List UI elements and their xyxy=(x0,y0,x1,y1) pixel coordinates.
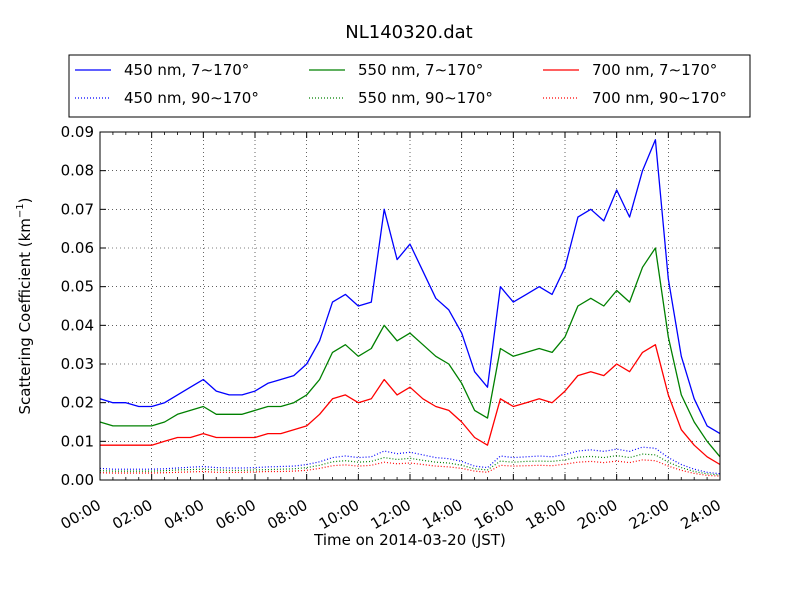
y-tick-label: 0.03 xyxy=(61,355,94,373)
y-tick-label: 0.04 xyxy=(61,316,94,334)
y-tick-label: 0.01 xyxy=(61,432,94,450)
y-tick-label: 0.06 xyxy=(61,239,94,257)
x-tick-label: 20:00 xyxy=(574,496,620,533)
x-tick-label: 02:00 xyxy=(109,496,155,533)
legend-label: 550 nm, 7∼170° xyxy=(358,61,483,79)
x-tick-label: 24:00 xyxy=(678,496,724,533)
x-tick-labels: 00:00 02:00 04:00 06:00 08:00 10:00 12:00 14:00… xyxy=(58,496,724,533)
y-tick-label: 0.00 xyxy=(61,471,94,489)
axis-ticks xyxy=(99,131,721,481)
series-layer xyxy=(99,139,721,477)
x-tick-label: 06:00 xyxy=(213,496,259,533)
legend-entries: 450 nm, 7∼170° 550 nm, 7∼170° 700 nm, 7∼17… xyxy=(75,61,727,107)
y-tick-label: 0.05 xyxy=(61,278,94,296)
series-line xyxy=(99,453,721,476)
series-line xyxy=(99,247,721,458)
y-axis-label-main: Scattering Coefficient (km xyxy=(16,218,34,414)
x-tick-label: 12:00 xyxy=(368,496,414,533)
series-line xyxy=(100,344,721,466)
legend-label: 550 nm, 90∼170° xyxy=(358,89,493,107)
y-axis-label-tail: ) xyxy=(16,197,34,203)
legend: 450 nm, 7∼170° 550 nm, 7∼170° 700 nm, 7∼17… xyxy=(68,54,751,118)
y-tick-labels: 0.00 0.01 0.02 0.03 0.04 0.05 0.06 0.07 0.08 0.09 xyxy=(61,123,94,489)
x-tick-label: 08:00 xyxy=(264,496,310,533)
x-tick-label: 22:00 xyxy=(626,496,672,533)
plot-area xyxy=(99,131,721,481)
x-tick-label: 14:00 xyxy=(419,496,465,533)
legend-box xyxy=(68,54,751,118)
y-axis-label: Scattering Coefficient (km−1) xyxy=(15,197,34,414)
x-axis-label: Time on 2014-03-20 (JST) xyxy=(313,531,506,549)
y-tick-label: 0.09 xyxy=(61,123,94,141)
y-tick-label: 0.07 xyxy=(61,200,94,218)
x-tick-label: 16:00 xyxy=(471,496,517,533)
y-tick-label: 0.08 xyxy=(61,162,94,180)
x-tick-label: 18:00 xyxy=(523,496,569,533)
x-tick-label: 04:00 xyxy=(161,496,207,533)
x-tick-label: 10:00 xyxy=(316,496,362,533)
series-line xyxy=(99,139,721,435)
x-tick-label: 00:00 xyxy=(58,496,104,533)
legend-label: 450 nm, 7∼170° xyxy=(124,61,249,79)
legend-label: 700 nm, 90∼170° xyxy=(592,89,727,107)
y-axis-label-sup: −1 xyxy=(15,203,26,218)
chart-title: NL140320.dat xyxy=(345,22,472,43)
y-tick-label: 0.02 xyxy=(61,394,94,412)
legend-label: 700 nm, 7∼170° xyxy=(592,61,717,79)
legend-label: 450 nm, 90∼170° xyxy=(124,89,259,107)
